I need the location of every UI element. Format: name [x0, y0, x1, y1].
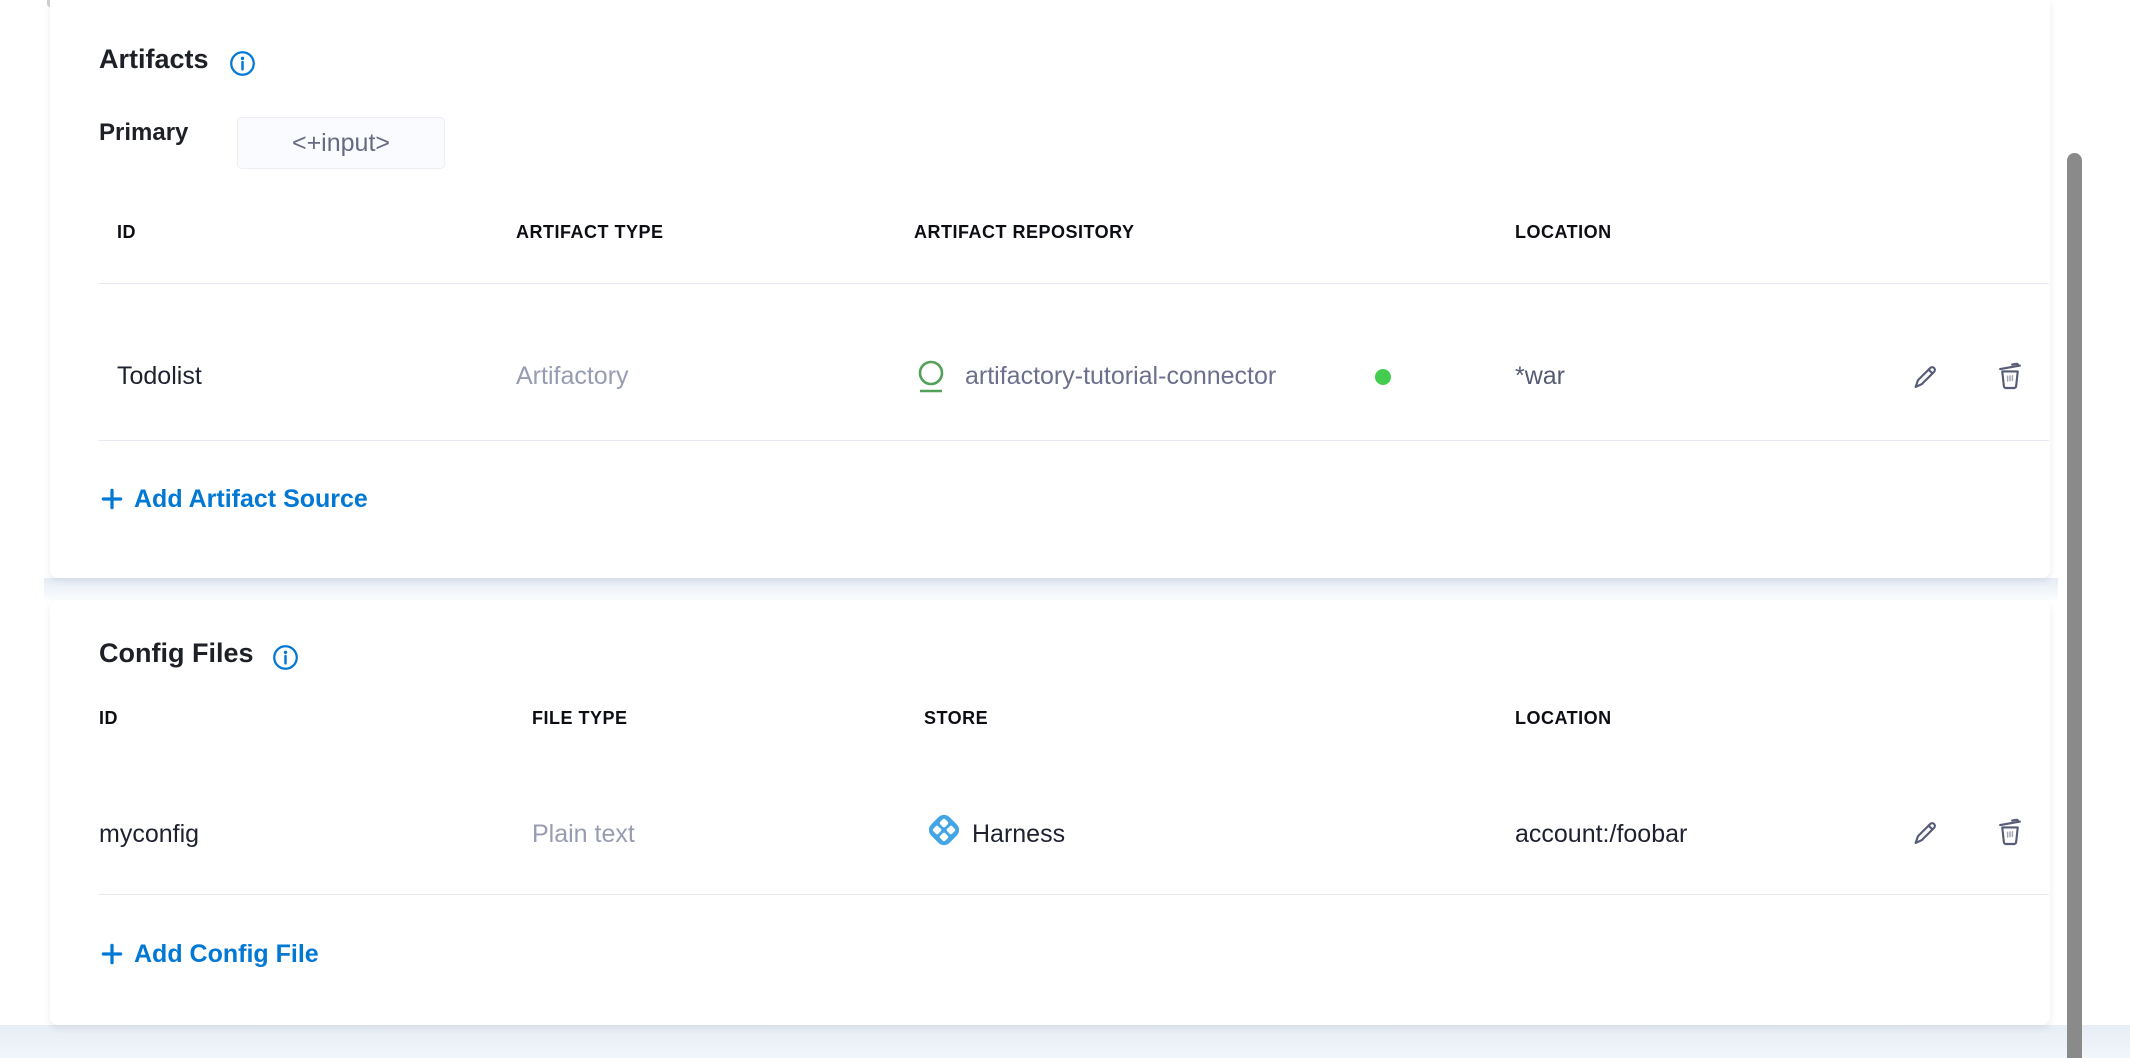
config-store-cell: Harness: [972, 820, 1066, 848]
info-icon[interactable]: [229, 50, 256, 77]
delete-button[interactable]: [1994, 816, 2026, 848]
column-header-store: STORE: [924, 708, 989, 728]
column-header-artifact-repository: ARTIFACT REPOSITORY: [914, 222, 1135, 242]
info-icon: [230, 51, 255, 76]
artifact-type-cell: Artifactory: [516, 362, 629, 390]
delete-button[interactable]: [1994, 360, 2026, 392]
info-icon[interactable]: [272, 644, 299, 671]
add-config-file-label: Add Config File: [134, 939, 319, 968]
plus-icon: [101, 488, 123, 510]
column-header-location: LOCATION: [1515, 708, 1612, 728]
edit-button[interactable]: [1909, 816, 1941, 848]
add-artifact-source-label: Add Artifact Source: [134, 484, 368, 513]
artifacts-section-title: Artifacts: [99, 44, 209, 74]
column-header-id: ID: [99, 708, 118, 728]
primary-artifact-input[interactable]: <+input>: [237, 117, 445, 169]
config-files-section-title: Config Files: [99, 638, 254, 668]
table-row[interactable]: Todolist Artifactory artifactory-tutoria…: [50, 283, 2050, 440]
connector-status-dot: [1375, 369, 1391, 385]
table-header-divider: [99, 283, 2049, 284]
trash-icon: [1999, 362, 2021, 390]
pencil-icon: [1914, 366, 1936, 388]
artifacts-section: Artifacts Primary <+input> ID ARTIFACT T…: [50, 0, 2050, 578]
harness-logo-icon: [924, 810, 964, 855]
artifactory-connector-icon: [914, 358, 948, 403]
info-icon: [273, 645, 298, 670]
column-header-location: LOCATION: [1515, 222, 1612, 242]
edit-button[interactable]: [1909, 360, 1941, 392]
table-row-divider: [99, 440, 2049, 441]
plus-icon: [101, 943, 123, 965]
column-header-id: ID: [117, 222, 136, 242]
config-files-section: Config Files ID FILE TYPE STORE LOCATION…: [50, 600, 2050, 1025]
table-row-divider: [99, 894, 2049, 895]
add-config-file-button[interactable]: Add Config File: [99, 936, 319, 972]
section-gap: [44, 578, 2058, 600]
page-background-strip: [0, 1025, 2130, 1058]
config-id-cell: myconfig: [99, 820, 200, 848]
add-artifact-source-button[interactable]: Add Artifact Source: [99, 481, 368, 517]
trash-icon: [1999, 818, 2021, 846]
pencil-icon: [1914, 822, 1936, 844]
column-header-artifact-type: ARTIFACT TYPE: [516, 222, 664, 242]
artifact-location-cell: *war: [1515, 362, 1566, 390]
config-location-cell: account:/foobar: [1515, 820, 1688, 848]
primary-artifact-label: Primary: [99, 119, 189, 146]
vertical-scrollbar[interactable]: [2067, 153, 2082, 1058]
column-header-file-type: FILE TYPE: [532, 708, 628, 728]
artifact-repository-cell: artifactory-tutorial-connector: [965, 362, 1277, 390]
table-row[interactable]: myconfig Plain text Harness account:/foo…: [50, 730, 2050, 894]
config-file-type-cell: Plain text: [532, 820, 635, 848]
artifact-id-cell: Todolist: [117, 362, 202, 390]
